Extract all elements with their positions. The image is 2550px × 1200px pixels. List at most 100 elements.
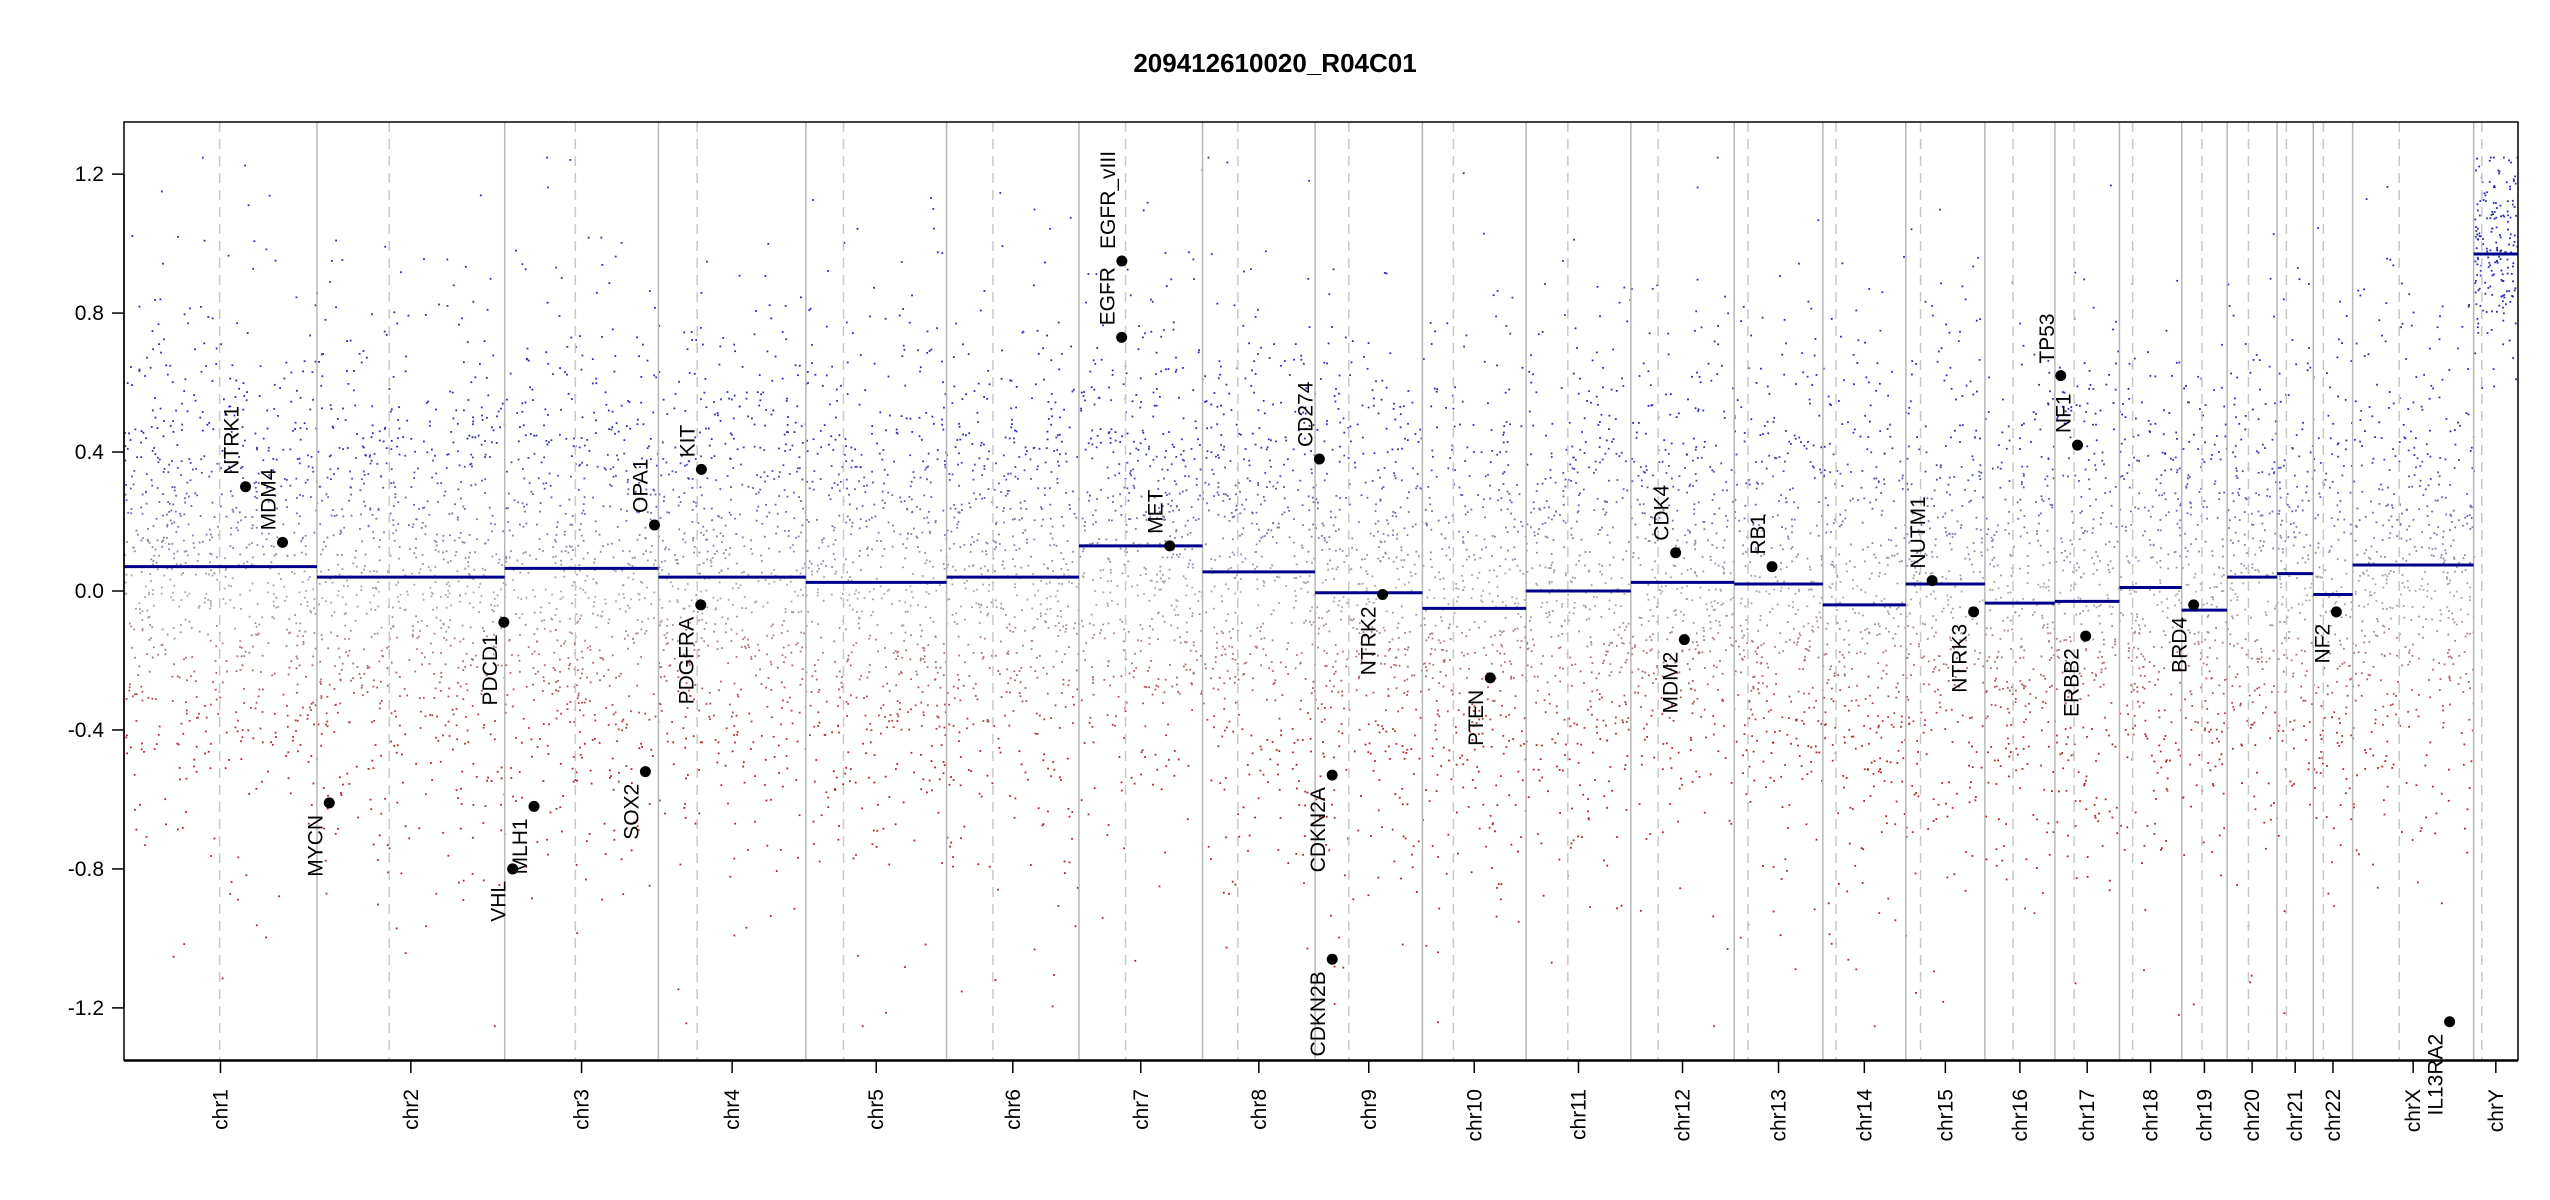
probe-point [910,498,913,501]
probe-point [917,546,919,548]
probe-point [274,731,277,734]
probe-point [627,634,629,637]
probe-point [518,659,521,662]
probe-point [1239,591,1242,593]
probe-point [875,577,878,580]
probe-point [715,535,718,538]
probe-point [1279,475,1282,478]
probe-point [333,611,336,613]
probe-point [1275,440,1277,443]
probe-point [1084,529,1086,532]
probe-point [1060,779,1062,781]
probe-point [1061,660,1064,663]
probe-point [183,513,186,516]
probe-point [821,385,824,387]
probe-point [765,686,767,689]
probe-point [710,561,713,564]
probe-point [986,606,989,608]
probe-point [732,417,735,420]
probe-point [146,356,148,359]
probe-point [879,411,882,414]
probe-point [527,646,530,648]
probe-point [171,700,174,702]
probe-point [1254,443,1257,446]
probe-point [972,478,975,481]
probe-point [957,635,960,638]
probe-point [409,548,411,550]
probe-point [246,391,248,393]
probe-point [497,410,500,413]
probe-point [930,348,933,351]
probe-point [884,502,886,504]
probe-point [1092,624,1095,627]
probe-point [181,402,183,405]
probe-point [355,765,358,768]
probe-point [1312,594,1315,597]
probe-point [765,409,767,411]
probe-point [141,628,144,630]
probe-point [1184,577,1187,580]
probe-point [1034,594,1036,597]
probe-point [587,236,590,239]
probe-point [884,716,886,718]
probe-point [299,438,302,441]
probe-point [601,657,604,660]
probe-point [1404,437,1406,440]
probe-point [150,558,153,561]
probe-point [1046,672,1048,675]
probe-point [1192,644,1195,647]
probe-point [1243,662,1246,665]
probe-point [447,581,450,584]
probe-point [625,765,628,767]
probe-point [161,643,164,646]
probe-point [962,684,965,687]
probe-point [141,610,144,612]
probe-point [296,644,299,647]
probe-point [277,606,280,608]
probe-point [1252,563,1254,566]
probe-point [1323,537,1326,539]
probe-point [1092,682,1094,684]
probe-point [1060,440,1063,443]
probe-point [176,742,179,745]
probe-point [1413,563,1416,566]
probe-point [1118,463,1121,465]
probe-point [474,376,477,379]
probe-point [909,417,912,420]
probe-point [126,448,129,450]
probe-point [1118,756,1121,758]
probe-point [733,725,736,727]
probe-point [759,476,762,479]
probe-point [1076,887,1079,889]
probe-point [1112,501,1114,503]
probe-point [378,439,381,442]
probe-point [1017,477,1019,480]
probe-point [261,780,263,783]
probe-point [1036,468,1039,471]
probe-point [398,453,401,456]
probe-point [1179,553,1181,556]
probe-point [698,769,700,771]
probe-point [1024,771,1027,774]
probe-point [408,524,410,526]
probe-point [131,695,134,698]
probe-point [753,333,756,336]
probe-point [781,785,784,788]
probe-point [925,591,928,593]
probe-point [725,549,727,551]
probe-point [1278,526,1281,529]
probe-point [130,574,133,577]
probe-point [213,837,216,840]
probe-point [692,735,695,738]
probe-point [734,741,736,744]
probe-point [288,632,290,635]
probe-point [448,585,451,587]
probe-point [457,580,460,583]
probe-point [265,538,268,541]
probe-point [239,553,242,556]
probe-point [806,550,809,552]
probe-point [1021,700,1024,703]
probe-point [686,661,689,664]
probe-point [488,506,491,509]
probe-point [299,427,302,430]
